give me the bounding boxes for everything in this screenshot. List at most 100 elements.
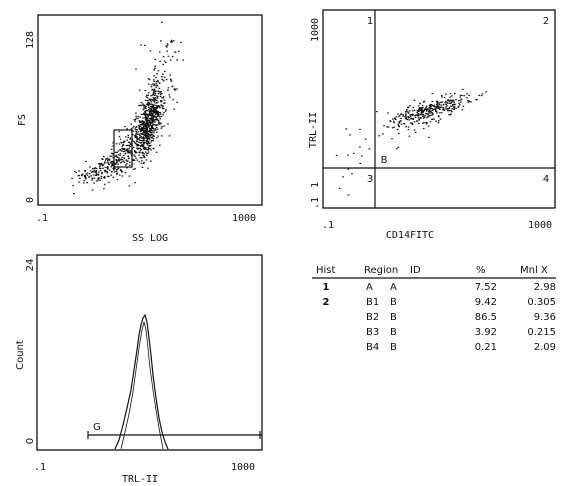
- dot: [153, 101, 156, 103]
- dot: [419, 109, 422, 111]
- dot: [91, 171, 93, 173]
- dot: [153, 120, 155, 122]
- dot: [168, 135, 171, 137]
- dot: [116, 160, 118, 162]
- dot: [422, 110, 424, 112]
- dot: [100, 175, 103, 177]
- dot: [411, 110, 414, 112]
- dot: [151, 105, 154, 107]
- dot: [126, 167, 128, 169]
- y-axis-label: FS: [17, 114, 28, 126]
- dot: [138, 154, 140, 156]
- dot: [120, 142, 123, 144]
- dot: [139, 142, 142, 144]
- dot: [127, 136, 129, 138]
- dot: [166, 44, 169, 46]
- dot: [139, 150, 142, 152]
- dot: [427, 125, 430, 127]
- dot: [144, 111, 146, 113]
- dot: [143, 124, 145, 126]
- dot: [122, 142, 125, 144]
- dot: [439, 118, 442, 120]
- dot: [135, 126, 137, 128]
- dot: [152, 83, 154, 85]
- dot: [468, 94, 470, 96]
- dot: [155, 108, 158, 110]
- dot: [140, 162, 143, 164]
- dot: [152, 147, 155, 149]
- dot: [155, 107, 158, 109]
- dot: [435, 109, 437, 111]
- dot: [161, 93, 163, 95]
- scatter-dots: [335, 88, 487, 196]
- dot: [101, 171, 103, 174]
- dot: [424, 108, 426, 110]
- dot: [470, 101, 472, 103]
- dot: [143, 125, 145, 128]
- dot: [127, 151, 130, 153]
- dot: [433, 108, 435, 111]
- dot: [83, 182, 85, 184]
- dot: [129, 164, 131, 166]
- dot: [402, 114, 404, 116]
- dot: [141, 152, 144, 154]
- dot: [139, 121, 141, 123]
- dot: [78, 181, 80, 183]
- dot: [397, 146, 400, 148]
- dot: [117, 167, 120, 169]
- dot: [157, 113, 159, 115]
- dot: [115, 159, 117, 161]
- dot: [126, 149, 128, 151]
- dot: [141, 151, 143, 154]
- dot: [400, 117, 402, 120]
- dot: [151, 139, 153, 141]
- dot: [149, 110, 151, 112]
- dot: [442, 109, 445, 111]
- dot: [450, 113, 452, 115]
- dot: [156, 111, 158, 113]
- dot: [147, 167, 149, 169]
- dot: [455, 99, 457, 101]
- dot: [71, 177, 73, 179]
- dot: [406, 119, 408, 121]
- dot: [145, 135, 148, 137]
- dot: [86, 182, 88, 184]
- dot: [144, 147, 147, 149]
- x-tick-label: 1000: [231, 462, 255, 473]
- dot: [153, 111, 155, 113]
- dot: [122, 151, 125, 153]
- dot: [155, 104, 157, 107]
- dot: [166, 46, 168, 48]
- dot: [335, 154, 338, 157]
- dot: [364, 138, 367, 140]
- dot: [153, 135, 155, 138]
- dot: [147, 92, 150, 94]
- dot: [134, 118, 137, 120]
- dot: [137, 138, 140, 140]
- dot: [145, 113, 147, 115]
- dot: [151, 124, 154, 126]
- dot: [86, 172, 89, 174]
- dot: [438, 104, 440, 106]
- dot: [108, 159, 111, 161]
- dot: [162, 63, 164, 66]
- dot: [153, 107, 155, 109]
- dot: [447, 100, 449, 102]
- dot: [117, 159, 120, 161]
- dot: [142, 127, 145, 129]
- dot: [481, 93, 484, 95]
- dot: [121, 175, 124, 177]
- dot: [463, 95, 465, 97]
- dot: [162, 73, 164, 75]
- dot: [143, 114, 146, 116]
- dot: [142, 136, 145, 138]
- dot: [407, 111, 409, 113]
- dot: [144, 148, 147, 150]
- dot: [404, 111, 407, 113]
- dot: [80, 174, 83, 176]
- dot: [408, 110, 411, 112]
- dot: [135, 133, 137, 135]
- y-axis-label: TRL-II: [308, 112, 319, 148]
- dot: [457, 105, 460, 107]
- dot: [429, 115, 431, 117]
